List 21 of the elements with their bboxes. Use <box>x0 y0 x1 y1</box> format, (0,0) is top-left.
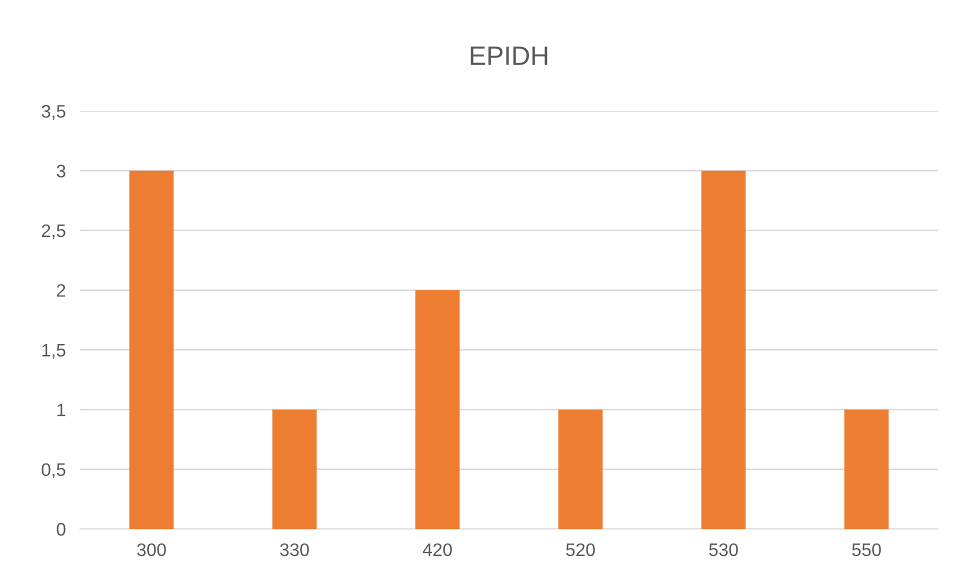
y-tick-label: 1 <box>57 404 66 416</box>
y-tick-label: 3,5 <box>42 104 66 120</box>
x-tick-label: 330 <box>280 543 309 556</box>
y-tick-label: 0,5 <box>42 463 66 478</box>
bar <box>701 170 746 529</box>
x-tick-label: 530 <box>709 543 738 556</box>
bar <box>129 170 174 529</box>
bar <box>272 410 317 529</box>
bar <box>558 410 603 529</box>
x-tick-label: 550 <box>852 543 881 556</box>
y-tick-label: 0 <box>56 522 66 536</box>
chart-title: EPIDH <box>470 46 548 65</box>
x-tick-label: 520 <box>566 543 595 556</box>
x-tick-label: 300 <box>137 543 166 556</box>
bar <box>415 290 460 529</box>
y-tick-label: 3 <box>56 164 66 178</box>
y-tick-label: 2 <box>56 284 66 297</box>
y-tick-label: 1,5 <box>42 344 66 359</box>
x-tick-label: 420 <box>422 543 452 556</box>
y-tick-label: 2,5 <box>42 224 66 240</box>
bar <box>844 410 889 529</box>
